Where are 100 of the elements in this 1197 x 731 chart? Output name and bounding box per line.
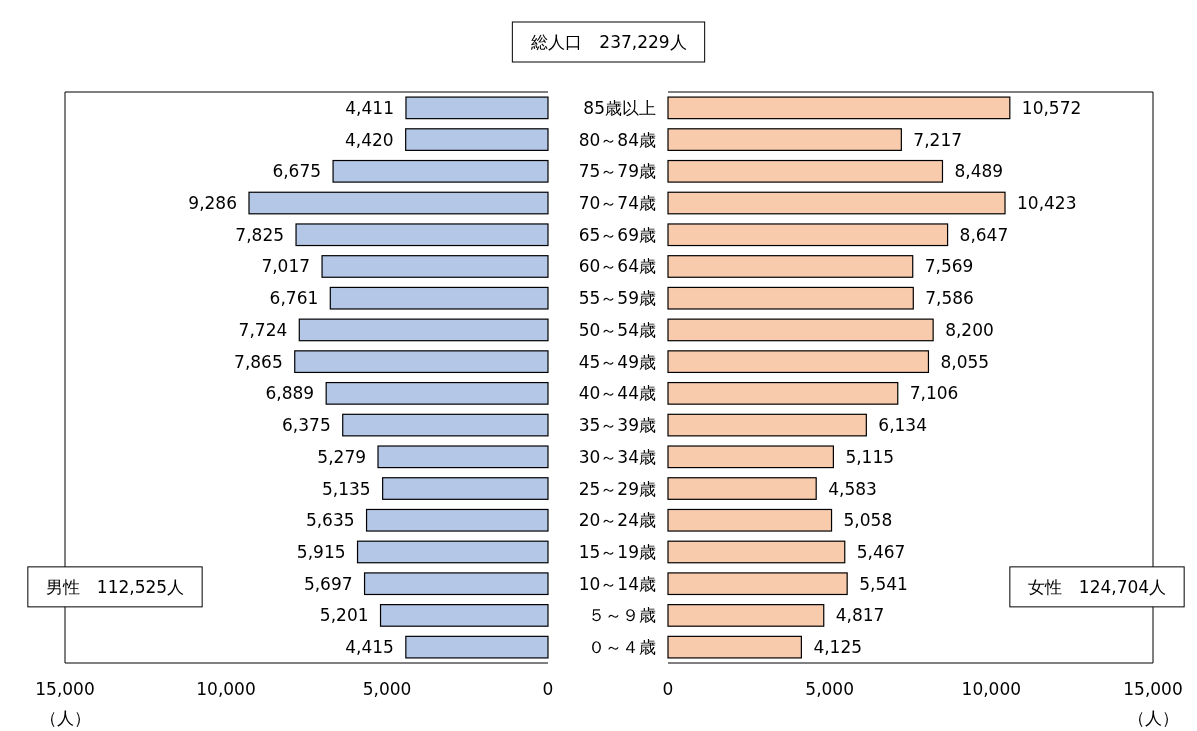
y-tick-label: 30～34歳 (578, 446, 656, 467)
y-tick-label: 80～84歳 (578, 129, 656, 150)
y-tick-label: 10～14歳 (578, 573, 656, 594)
data-label: 8,647 (959, 224, 1009, 245)
bar (382, 477, 549, 500)
data-label: 5,201 (319, 605, 369, 626)
bar (298, 318, 549, 342)
data-label: 6,675 (272, 161, 322, 182)
y-tick-label: 15～19歳 (578, 541, 656, 562)
text: （人） (1127, 708, 1179, 728)
y-tick-label: 65～69歳 (578, 224, 656, 245)
bar (405, 128, 549, 151)
bar (667, 96, 1011, 120)
bar (667, 159, 944, 183)
y-tick-label: ０～４歳 (588, 637, 656, 658)
bar (667, 508, 833, 532)
data-label: 7,217 (913, 129, 963, 150)
data-label: 5,541 (859, 573, 908, 594)
y-tick-label: 70～74歳 (578, 193, 656, 214)
y-tick-label: 25～29歳 (578, 478, 656, 499)
data-label: 5,115 (845, 446, 895, 467)
bar (332, 159, 549, 183)
data-label: 5,467 (856, 541, 906, 562)
data-label: 7,865 (234, 351, 283, 372)
data-label: 7,586 (925, 288, 974, 309)
bar (365, 508, 549, 532)
y-tick-label: 35～39歳 (578, 415, 656, 436)
y-tick-label: 45～49歳 (578, 351, 656, 372)
y-tick-label: 75～79歳 (578, 161, 656, 182)
bar (667, 540, 846, 564)
data-label: 4,125 (813, 637, 863, 658)
x-tick-label: 5,000 (805, 679, 854, 699)
bar (667, 255, 914, 278)
y-tick-label: 85歳以上 (583, 97, 656, 118)
data-label: 5,697 (303, 573, 353, 594)
y-tick-label: 50～54歳 (578, 319, 656, 340)
bar (295, 223, 549, 247)
data-label: 5,058 (843, 510, 893, 531)
bar (667, 318, 934, 342)
x-tick-label: 10,000 (961, 679, 1022, 699)
data-label: 8,489 (954, 161, 1004, 182)
annotation: 女性 124,704人 (1027, 576, 1167, 597)
bar (667, 477, 817, 500)
bar (321, 255, 549, 278)
bar (667, 604, 825, 627)
bar (248, 191, 549, 215)
bar (377, 445, 549, 469)
bar (667, 128, 902, 151)
data-label: 10,572 (1021, 97, 1082, 118)
data-label: 5,135 (321, 478, 371, 499)
data-label: 5,279 (317, 446, 367, 467)
bar (667, 350, 930, 374)
bar (667, 413, 867, 437)
x-tick-label: 15,000 (35, 679, 95, 699)
bar (667, 381, 899, 405)
x-tick-label: 0 (662, 679, 674, 699)
bar (667, 286, 914, 310)
data-label: 6,889 (265, 383, 315, 404)
data-label: 10,423 (1017, 193, 1077, 214)
data-label: 6,375 (282, 415, 331, 436)
y-tick-label: 20～24歳 (578, 510, 656, 531)
data-label: 7,017 (261, 256, 311, 277)
data-label: 7,106 (909, 383, 959, 404)
data-label: 5,635 (305, 510, 355, 531)
y-tick-label: 60～64歳 (578, 256, 656, 277)
annotation: 男性 112,525人 (45, 576, 185, 597)
bar (325, 381, 549, 405)
data-label: 7,724 (238, 319, 288, 340)
y-tick-label: 40～44歳 (578, 383, 656, 404)
data-label: 4,415 (345, 637, 394, 658)
data-label: 6,134 (878, 415, 927, 436)
x-tick-label: 0 (542, 679, 554, 699)
data-label: 6,761 (269, 288, 319, 309)
bar (405, 96, 549, 120)
data-label: 8,200 (945, 319, 994, 340)
bar (363, 572, 549, 596)
data-label: 9,286 (188, 193, 237, 214)
bar (342, 413, 549, 437)
bar (379, 604, 549, 627)
bar (294, 350, 549, 374)
data-label: 4,583 (828, 478, 877, 499)
bar (667, 572, 848, 596)
bar (405, 635, 549, 659)
x-tick-label: 15,000 (1123, 679, 1183, 699)
x-tick-label: 5,000 (362, 679, 412, 699)
bar (667, 191, 1006, 215)
bar (667, 445, 834, 469)
data-label: 4,411 (345, 97, 394, 118)
data-label: 5,915 (296, 541, 346, 562)
text: 総人口 237,229人 (530, 32, 687, 52)
data-label: 4,420 (345, 129, 394, 150)
bar (356, 540, 549, 564)
bar (667, 635, 802, 659)
y-tick-label: ５～９歳 (588, 605, 656, 626)
text: （人） (39, 708, 91, 728)
data-label: 4,817 (835, 605, 885, 626)
data-label: 7,825 (235, 224, 285, 245)
data-label: 7,569 (924, 256, 974, 277)
bar (329, 286, 549, 310)
data-label: 8,055 (940, 351, 990, 372)
